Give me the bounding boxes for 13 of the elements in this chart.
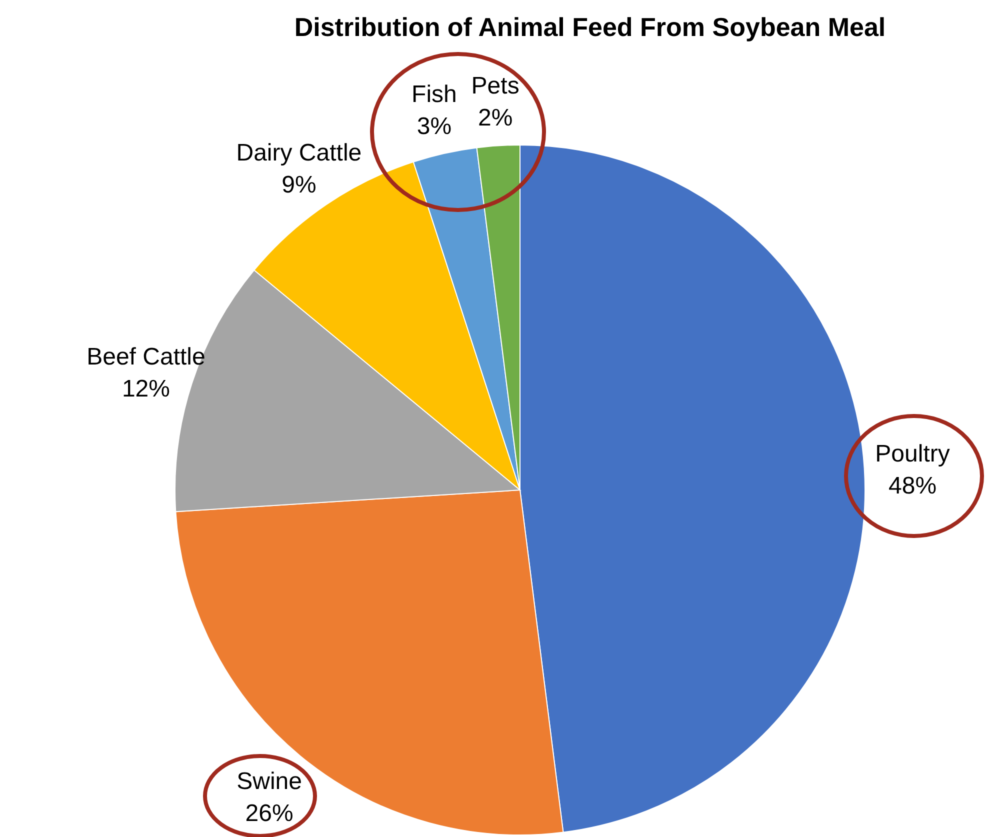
slice-label: Poultry <box>875 440 950 468</box>
data-label: 12% <box>122 375 170 402</box>
slice-label: Dairy Cattle <box>236 140 362 167</box>
data-label: 2% <box>478 104 513 132</box>
slice-label: Pets <box>471 72 520 100</box>
slice-label: Beef Cattle <box>86 343 206 370</box>
chart-title: Distribution of Animal Feed From Soybean Meal <box>294 12 886 42</box>
data-label: 26% <box>245 800 294 828</box>
data-label: 3% <box>416 113 452 140</box>
data-label: 9% <box>282 172 316 199</box>
slice-label: Fish <box>412 81 457 108</box>
slice-label: Swine <box>236 768 302 796</box>
data-label: 48% <box>888 472 937 500</box>
